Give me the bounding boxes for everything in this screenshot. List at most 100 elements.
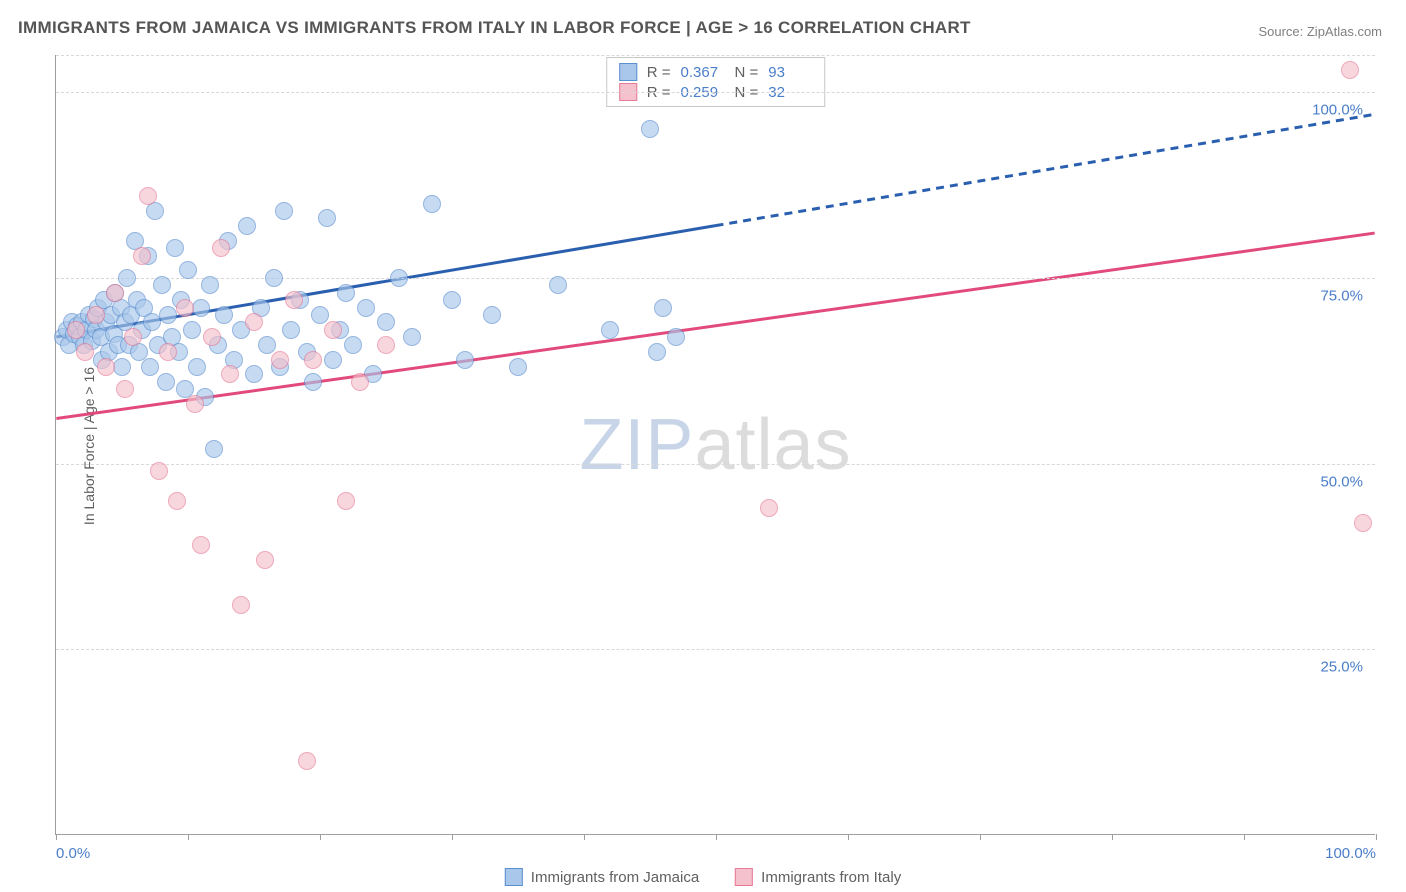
data-point (76, 343, 94, 361)
stat-r-label: R = (647, 64, 671, 81)
data-point (324, 351, 342, 369)
data-point (1341, 61, 1359, 79)
data-point (245, 365, 263, 383)
data-point (337, 492, 355, 510)
data-point (166, 239, 184, 257)
legend-item: Immigrants from Italy (735, 868, 901, 886)
data-point (124, 328, 142, 346)
source-label: Source: ZipAtlas.com (1258, 24, 1382, 39)
data-point (139, 187, 157, 205)
data-point (456, 351, 474, 369)
data-point (205, 440, 223, 458)
data-point (390, 269, 408, 287)
data-point (1354, 514, 1372, 532)
data-point (423, 195, 441, 213)
data-point (258, 336, 276, 354)
data-point (203, 328, 221, 346)
data-point (282, 321, 300, 339)
data-point (221, 365, 239, 383)
data-point (641, 120, 659, 138)
data-point (760, 499, 778, 517)
x-tick-mark (1112, 834, 1113, 840)
grid-line-h (56, 92, 1375, 93)
data-point (188, 358, 206, 376)
data-point (212, 239, 230, 257)
y-tick-label: 50.0% (1320, 473, 1363, 490)
data-point (311, 306, 329, 324)
data-point (377, 313, 395, 331)
data-point (648, 343, 666, 361)
legend-swatch (619, 63, 637, 81)
x-tick-mark (584, 834, 585, 840)
trend-line (716, 114, 1375, 225)
legend-label: Immigrants from Jamaica (531, 869, 699, 886)
chart-title: IMMIGRANTS FROM JAMAICA VS IMMIGRANTS FR… (18, 18, 971, 38)
data-point (245, 313, 263, 331)
data-point (509, 358, 527, 376)
data-point (351, 373, 369, 391)
stats-legend-box: R =0.367N =93R =0.259N =32 (606, 57, 826, 107)
data-point (106, 284, 124, 302)
x-tick-mark (452, 834, 453, 840)
data-point (275, 202, 293, 220)
data-point (403, 328, 421, 346)
data-point (179, 261, 197, 279)
data-point (285, 291, 303, 309)
data-point (483, 306, 501, 324)
y-tick-label: 100.0% (1312, 102, 1363, 119)
data-point (601, 321, 619, 339)
data-point (256, 551, 274, 569)
legend-item: Immigrants from Jamaica (505, 868, 699, 886)
data-point (344, 336, 362, 354)
data-point (67, 321, 85, 339)
chart-plot-area: ZIPatlas R =0.367N =93R =0.259N =32 25.0… (55, 55, 1375, 835)
legend-swatch (505, 868, 523, 886)
data-point (238, 217, 256, 235)
data-point (168, 492, 186, 510)
x-tick-label: 0.0% (56, 845, 90, 862)
grid-line-h (56, 464, 1375, 465)
x-tick-mark (188, 834, 189, 840)
data-point (654, 299, 672, 317)
x-tick-mark (980, 834, 981, 840)
data-point (133, 247, 151, 265)
data-point (141, 358, 159, 376)
legend-label: Immigrants from Italy (761, 869, 901, 886)
stats-row: R = 0.367 N = 93 (619, 62, 813, 82)
data-point (337, 284, 355, 302)
x-tick-label: 100.0% (1325, 845, 1376, 862)
data-point (176, 299, 194, 317)
data-point (159, 306, 177, 324)
data-point (192, 536, 210, 554)
data-point (271, 351, 289, 369)
trend-lines (56, 55, 1375, 834)
data-point (159, 343, 177, 361)
legend-swatch (735, 868, 753, 886)
data-point (87, 306, 105, 324)
data-point (150, 462, 168, 480)
x-tick-mark (1376, 834, 1377, 840)
data-point (183, 321, 201, 339)
x-tick-mark (1244, 834, 1245, 840)
stat-n-label: N = (735, 64, 759, 81)
watermark: ZIPatlas (579, 404, 851, 486)
data-point (318, 209, 336, 227)
data-point (667, 328, 685, 346)
data-point (304, 351, 322, 369)
data-point (118, 269, 136, 287)
x-tick-mark (716, 834, 717, 840)
data-point (97, 358, 115, 376)
data-point (201, 276, 219, 294)
data-point (298, 752, 316, 770)
data-point (232, 596, 250, 614)
data-point (549, 276, 567, 294)
data-point (153, 276, 171, 294)
bottom-legend: Immigrants from Jamaica Immigrants from I… (505, 868, 901, 886)
stat-n-value: 93 (768, 64, 812, 81)
data-point (324, 321, 342, 339)
grid-line-h (56, 55, 1375, 56)
stat-r-value: 0.367 (681, 64, 725, 81)
data-point (113, 358, 131, 376)
data-point (192, 299, 210, 317)
grid-line-h (56, 278, 1375, 279)
